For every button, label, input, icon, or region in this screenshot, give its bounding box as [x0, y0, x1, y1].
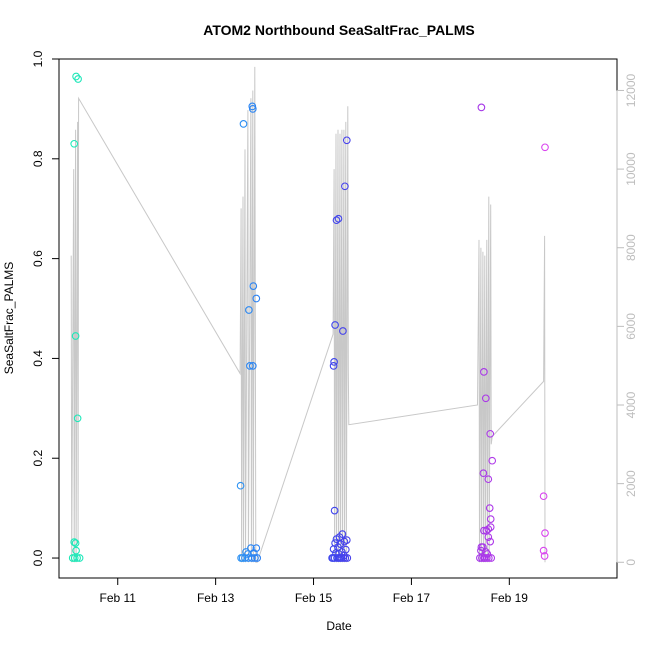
chart-title: ATOM2 Northbound SeaSaltFrac_PALMS	[203, 22, 474, 38]
data-point	[329, 545, 338, 553]
y2-tick-label: 6000	[624, 313, 638, 340]
y-axis: 0.0 0.2 0.4 0.6 0.8 1.0	[31, 50, 60, 566]
data-point	[482, 554, 491, 562]
data-point	[541, 529, 549, 537]
altitude-line-layer	[70, 66, 546, 563]
data-point	[250, 554, 259, 562]
data-point	[337, 554, 346, 562]
data-point	[539, 546, 548, 555]
data-point	[329, 362, 338, 370]
data-point	[248, 554, 256, 562]
data-point	[486, 537, 495, 546]
y-tick-label: 0.2	[31, 450, 45, 467]
data-point	[341, 182, 349, 191]
x-tick-label: Feb 13	[197, 591, 235, 605]
data-point	[248, 105, 257, 113]
x-tick-label: Feb 19	[491, 591, 529, 605]
data-point	[341, 554, 350, 562]
data-point	[332, 216, 341, 225]
data-point	[248, 362, 257, 370]
y-tick-label: 0.8	[31, 150, 45, 167]
data-point	[70, 139, 79, 148]
data-point	[340, 537, 349, 546]
y2-axis: 0 2000 4000 6000 8000 10000 12000	[616, 73, 638, 566]
data-point	[75, 554, 84, 562]
data-point	[239, 120, 248, 128]
data-point	[484, 525, 493, 533]
data-point	[331, 321, 339, 329]
data-point	[332, 535, 341, 543]
x-tick-label: Feb 17	[393, 591, 431, 605]
x-tick-label: Feb 11	[100, 591, 137, 605]
data-point	[73, 554, 81, 562]
data-point	[249, 282, 258, 290]
y2-tick-label: 12000	[624, 73, 638, 107]
data-point	[237, 554, 245, 562]
data-point	[70, 554, 79, 562]
data-point	[74, 75, 82, 83]
data-point	[343, 554, 352, 562]
data-point	[71, 539, 80, 547]
y-axis-label: SeaSaltFrac_PALMS	[2, 262, 16, 375]
data-point	[330, 506, 339, 515]
x-axis: Feb 11 Feb 13 Feb 15 Feb 17 Feb 19	[100, 577, 529, 605]
data-point	[479, 469, 488, 478]
data-point	[246, 362, 254, 370]
data-point	[245, 306, 253, 314]
y-tick-label: 0.6	[31, 250, 45, 267]
data-point	[70, 538, 79, 546]
y2-tick-label: 8000	[624, 234, 638, 261]
data-point	[480, 526, 488, 535]
data-point	[330, 358, 338, 366]
y-tick-label: 0.4	[31, 350, 45, 367]
data-point	[486, 429, 495, 438]
data-point	[488, 456, 497, 465]
data-point	[477, 103, 486, 112]
data-point	[335, 550, 343, 558]
data-point	[339, 327, 347, 335]
altitude-line	[70, 66, 546, 563]
data-point	[541, 143, 549, 152]
data-point	[334, 214, 343, 223]
y2-tick-label: 4000	[624, 391, 638, 418]
data-point	[72, 72, 80, 81]
points-layer	[68, 72, 549, 562]
data-point	[480, 368, 488, 376]
data-point	[236, 481, 245, 490]
data-point	[71, 332, 80, 340]
y2-tick-label: 10000	[624, 152, 638, 186]
data-point	[484, 554, 493, 562]
data-point	[487, 554, 496, 562]
data-point	[484, 533, 493, 541]
data-point	[540, 552, 549, 560]
data-point	[328, 554, 336, 562]
data-point	[539, 492, 548, 501]
data-point	[485, 504, 494, 512]
data-point	[486, 515, 495, 523]
data-point	[73, 414, 82, 423]
data-point	[484, 475, 493, 484]
data-point	[342, 136, 351, 145]
x-axis-label: Date	[326, 619, 352, 633]
y2-tick-label: 2000	[624, 470, 638, 497]
y2-tick-label: 0	[624, 559, 638, 566]
data-point	[253, 554, 262, 562]
y-tick-label: 1.0	[31, 50, 45, 67]
data-point	[252, 294, 261, 303]
data-point	[481, 394, 490, 403]
data-point	[72, 546, 80, 555]
data-point	[477, 546, 485, 555]
x-tick-label: Feb 15	[295, 591, 333, 605]
y-tick-label: 0.0	[31, 549, 45, 566]
